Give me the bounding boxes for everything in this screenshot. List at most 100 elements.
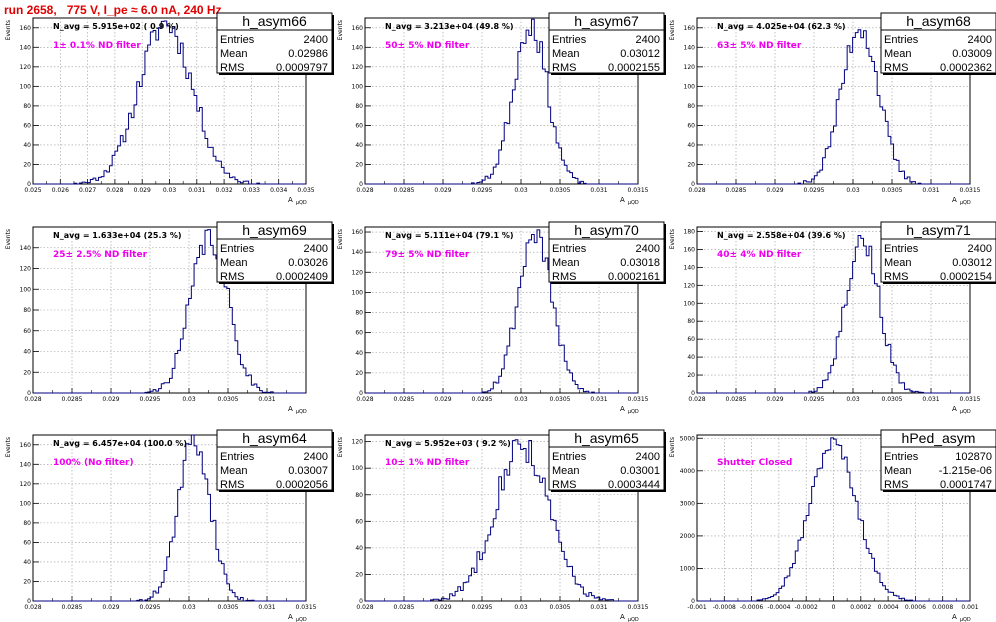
x-tick-label: 0.03 (846, 396, 860, 403)
x-tick-label: 0.0305 (550, 604, 571, 611)
x-tick-label: 0.0305 (218, 396, 239, 403)
stats-value: 0.03007 (288, 465, 328, 477)
stats-value: 2400 (304, 243, 328, 255)
stats-label: Mean (220, 465, 248, 477)
stats-box (216, 221, 333, 283)
x-tick-label: 0.033 (243, 187, 260, 194)
y-tick-label: 0 (691, 598, 695, 605)
stats-value: 0.0003444 (608, 479, 660, 491)
stats-value: 2400 (636, 243, 660, 255)
x-axis-subscript: μQD (296, 409, 307, 415)
y-tick-label: 80 (355, 492, 363, 499)
histogram-panel-h_asym69: 0.028 0.0285 0.029 0.0295 0.03 0.0305 0.031 0 20… (5, 221, 334, 415)
y-tick-label: 60 (23, 539, 31, 546)
stats-label: RMS (220, 479, 244, 491)
y-tick-label: 160 (352, 229, 364, 236)
y-tick-label: 100 (20, 83, 32, 90)
stats-value: 102870 (955, 451, 992, 463)
x-axis-subscript: μQD (296, 200, 307, 206)
y-tick-label: 40 (355, 350, 363, 357)
x-axis-subscript: μQD (628, 200, 639, 206)
y-tick-label: 80 (23, 103, 31, 110)
stats-box (216, 12, 333, 74)
stats-value: 2400 (968, 34, 992, 46)
stats-label: RMS (884, 479, 908, 491)
stats-value: 0.03026 (288, 257, 328, 269)
x-tick-label: -0.0002 (795, 604, 818, 611)
histogram-panel-h_asym70: 0.028 0.0285 0.029 0.0295 0.03 0.0305 0.031 0.0… (337, 221, 666, 415)
y-tick-label: 20 (355, 571, 363, 578)
y-tick-label: 80 (687, 103, 695, 110)
stats-box (880, 12, 996, 74)
stats-box (548, 429, 665, 491)
histogram-line (697, 437, 970, 602)
histogram-panel-h_asym65: 0.028 0.0285 0.029 0.0295 0.03 0.0305 0.031 0.0… (337, 429, 666, 622)
y-tick-label: 80 (23, 307, 31, 314)
filter-label: 10± 1% ND filter (385, 458, 470, 468)
stats-value: 2400 (636, 451, 660, 463)
x-tick-label: 0.0285 (394, 604, 415, 611)
y-tick-label: 140 (20, 245, 32, 252)
stats-value: 0.0002161 (608, 271, 660, 283)
filter-label: 50± 5% ND filter (385, 41, 470, 51)
y-tick-label: 0 (27, 598, 31, 605)
x-tick-label: 0.0305 (218, 604, 239, 611)
y-axis-title: Events (669, 229, 676, 249)
y-tick-label: 0 (359, 598, 363, 605)
x-tick-label: 0.029 (434, 187, 451, 194)
x-tick-label: 0.0295 (472, 396, 493, 403)
x-tick-label: 0.029 (102, 396, 119, 403)
navg-label: N_avg = 4.025e+04 (62.3 %) (717, 22, 846, 31)
histogram-line (33, 229, 306, 394)
y-tick-label: 20 (687, 161, 695, 168)
x-tick-label: 0.0285 (726, 187, 747, 194)
y-tick-label: 20 (23, 369, 31, 376)
stats-value: 0.0009797 (276, 62, 328, 74)
y-tick-label: 100 (20, 286, 32, 293)
x-tick-label: 0.03 (182, 396, 196, 403)
y-tick-label: 160 (352, 25, 364, 32)
stats-value: 0.03009 (952, 48, 992, 60)
stats-label: Entries (884, 34, 919, 46)
stats-label: Entries (220, 451, 255, 463)
histogram-line (697, 235, 970, 394)
x-tick-label: -0.0006 (740, 604, 763, 611)
stats-value: 2400 (304, 451, 328, 463)
y-axis-title: Events (669, 437, 676, 457)
stats-value: 0.03012 (952, 257, 992, 269)
histogram-name: h_asym67 (574, 13, 639, 29)
x-tick-label: 0.031 (922, 396, 939, 403)
y-tick-label: 40 (23, 142, 31, 149)
stats-label: RMS (552, 271, 576, 283)
x-tick-label: 0.0305 (550, 396, 571, 403)
y-tick-label: 80 (355, 310, 363, 317)
stats-label: RMS (220, 62, 244, 74)
x-tick-label: 0.028 (106, 187, 123, 194)
stats-label: Entries (884, 451, 919, 463)
y-tick-label: 60 (355, 518, 363, 525)
x-tick-label: 0.0285 (726, 396, 747, 403)
stats-value: 0.0002154 (940, 271, 992, 283)
y-tick-label: 40 (687, 142, 695, 149)
y-tick-label: 0 (359, 181, 363, 188)
x-axis-subscript: μQD (960, 200, 971, 206)
x-tick-label: 0.0305 (550, 187, 571, 194)
histogram-name: h_asym65 (574, 430, 639, 446)
histogram-panel-h_asym71: 0.028 0.0285 0.029 0.0295 0.03 0.0305 0.031 0.0… (669, 221, 996, 415)
x-tick-label: 0.0315 (628, 396, 649, 403)
stats-label: RMS (220, 271, 244, 283)
stats-value: 0.03001 (620, 465, 660, 477)
histogram-name: h_asym66 (242, 13, 307, 29)
y-tick-label: 100 (352, 465, 364, 472)
y-tick-label: 160 (20, 25, 32, 32)
filter-label: Shutter Closed (717, 458, 792, 468)
y-tick-label: 120 (684, 282, 696, 289)
y-tick-label: 20 (23, 161, 31, 168)
y-axis-title: Events (337, 229, 344, 249)
histogram-line (33, 20, 306, 185)
x-tick-label: 0.0285 (394, 396, 415, 403)
filter-label: 79± 5% ND filter (385, 250, 470, 260)
